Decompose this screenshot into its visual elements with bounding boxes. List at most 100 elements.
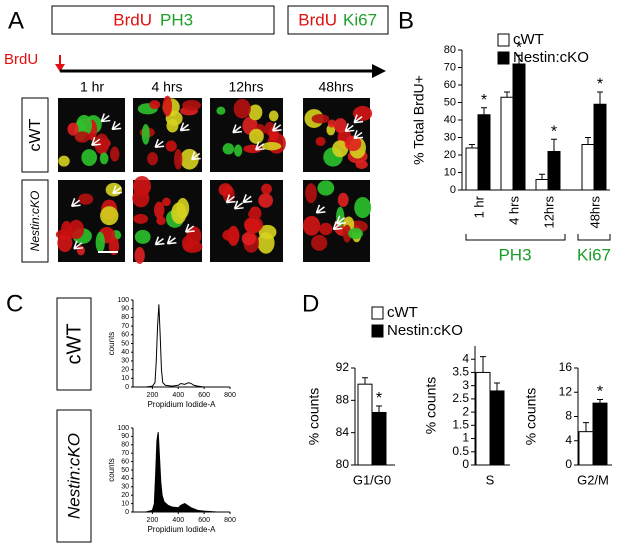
bar: [578, 431, 594, 466]
y-axis-label: counts: [107, 332, 116, 356]
significance: *: [376, 390, 382, 407]
x-tick-label: S: [486, 472, 495, 487]
cell: [342, 224, 352, 243]
cell: [261, 183, 272, 195]
cell: [94, 133, 110, 155]
arrow: [225, 194, 236, 204]
time-label: 4 hrs: [151, 79, 182, 95]
cell: [58, 155, 70, 167]
panel-letter: C: [6, 290, 23, 317]
y-tick-label: 40: [121, 475, 129, 482]
cell: [337, 192, 349, 207]
legend-label: cWT: [387, 304, 418, 321]
cell: [355, 159, 368, 170]
y-tick-label: 0: [125, 384, 129, 391]
x-axis-label: Propidium Iodide-A: [147, 400, 216, 409]
panel-letter: B: [398, 7, 414, 34]
cell: [334, 118, 347, 134]
y-tick-label: 3.5: [452, 365, 469, 379]
y-tick-label: 1: [462, 431, 469, 445]
label-box: [51, 5, 275, 35]
bar: [371, 411, 387, 466]
pulse-label: BrdU: [4, 51, 38, 68]
x-axis-label: Propidium Iodide-A: [147, 525, 216, 534]
x-tick-label: 800: [224, 392, 236, 399]
error-bar: [469, 144, 475, 148]
arrow: [332, 221, 343, 231]
error-bar: [494, 382, 500, 391]
cell: [149, 100, 161, 110]
y-tick-label: 70: [444, 61, 456, 73]
panel-letter: A: [8, 7, 24, 34]
micrographs: [55, 95, 373, 265]
cell: [222, 229, 240, 242]
error-bar: [597, 399, 603, 404]
y-tick-label: 10: [121, 375, 129, 382]
arrow: [100, 113, 111, 123]
row-box: [56, 297, 92, 391]
cell: [268, 110, 279, 122]
arrow: [315, 204, 326, 214]
time-label: 12hrs: [228, 79, 263, 95]
y-tick-label: 88: [336, 393, 350, 407]
arrow: [271, 122, 282, 132]
cell: [147, 152, 158, 166]
bar: [593, 103, 607, 191]
cell: [354, 196, 372, 219]
y-tick-label: 0.5: [452, 444, 469, 458]
x-tick-label: 4 hrs: [506, 196, 521, 225]
cell: [68, 219, 85, 240]
cell: [249, 128, 264, 144]
significance: *: [597, 384, 603, 401]
row-label: cWT: [27, 118, 44, 151]
error-bar: [376, 405, 382, 413]
group-label: Ki67: [577, 245, 611, 264]
cell: [76, 114, 93, 136]
cell: [95, 231, 105, 253]
group-label: PH3: [498, 245, 531, 264]
error-bar: [480, 356, 486, 373]
bar: [357, 383, 373, 466]
arrow: [353, 114, 364, 124]
y-tick-label: 80: [121, 442, 129, 449]
stain-label: BrdU: [113, 10, 152, 29]
error-bar: [551, 138, 557, 152]
y-tick-label: 80: [121, 314, 129, 321]
error-bar: [583, 422, 589, 432]
row-box: [21, 179, 49, 263]
pulse-arrowhead: [55, 64, 65, 72]
cell: [173, 149, 183, 170]
cell: [162, 197, 171, 207]
cell: [100, 206, 119, 226]
y-tick-label: 84: [336, 425, 350, 439]
x-tick-label: 600: [198, 517, 210, 524]
cell: [165, 140, 177, 152]
y-axis-label: % counts: [523, 388, 539, 446]
y-tick-label: 2.5: [452, 391, 469, 405]
arrow: [353, 130, 364, 140]
row-box: [21, 97, 49, 173]
y-tick-label: 12: [559, 384, 573, 398]
cell: [327, 119, 336, 128]
histogram: [139, 304, 230, 388]
cell: [311, 234, 328, 251]
arrow: [344, 123, 355, 133]
y-tick-label: 100: [117, 425, 129, 432]
y-tick-label: 4: [462, 351, 469, 365]
cell: [353, 105, 373, 122]
histogram: [139, 432, 230, 513]
cell: [133, 213, 149, 224]
y-tick-label: 20: [121, 366, 129, 373]
bar: [547, 151, 561, 191]
cell: [182, 99, 201, 111]
y-tick-label: 90: [121, 306, 129, 313]
cell: [241, 231, 256, 246]
cell: [317, 180, 335, 196]
cell: [134, 229, 151, 244]
y-tick-label: 80: [336, 457, 350, 471]
cell: [108, 237, 120, 256]
bar: [581, 144, 595, 191]
y-tick-label: 50: [444, 96, 456, 108]
y-axis-label: % counts: [423, 377, 439, 435]
legend-swatch: [497, 51, 510, 65]
